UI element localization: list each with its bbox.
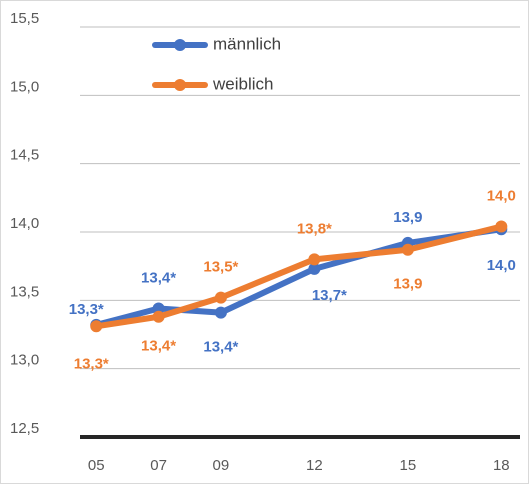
value-label: 13,3* [74, 355, 109, 372]
y-tick-label: 12,5 [10, 420, 39, 437]
x-tick-label: 18 [493, 457, 510, 474]
y-tick-label: 14,5 [10, 147, 39, 164]
data-point [308, 253, 321, 266]
value-label: 13,4* [141, 338, 176, 355]
x-tick-label: 09 [213, 457, 230, 474]
value-label: 13,4* [141, 270, 176, 287]
value-label: 13,9 [393, 276, 422, 293]
legend-marker [174, 39, 186, 51]
legend-label: männlich [213, 34, 281, 53]
value-label: 14,0 [487, 257, 516, 274]
series-line [93, 223, 505, 330]
x-tick-label: 15 [399, 457, 416, 474]
data-point [308, 262, 321, 275]
value-label: 13,7* [312, 287, 347, 304]
data-point [214, 291, 227, 304]
value-label: 14,0 [487, 188, 516, 205]
y-tick-label: 13,0 [10, 352, 39, 369]
value-label: 13,3* [69, 301, 104, 318]
y-tick-label: 15,5 [10, 10, 39, 27]
data-point [401, 243, 414, 256]
data-point [214, 306, 227, 319]
data-point [90, 320, 103, 333]
value-label: 13,8* [297, 220, 332, 237]
x-tick-label: 12 [306, 457, 323, 474]
legend-marker [174, 79, 186, 91]
y-tick-label: 13,5 [10, 283, 39, 300]
data-point [152, 310, 165, 323]
legend-label: weiblich [212, 74, 273, 93]
x-tick-label: 05 [88, 457, 105, 474]
data-point [495, 220, 508, 233]
series-line [93, 226, 505, 328]
data-point [152, 302, 165, 315]
y-tick-label: 15,0 [10, 78, 39, 95]
x-tick-label: 07 [150, 457, 167, 474]
value-label: 13,9 [393, 209, 422, 226]
value-label: 13,5* [203, 259, 238, 276]
value-label: 13,4* [203, 339, 238, 356]
y-tick-label: 14,0 [10, 215, 39, 232]
